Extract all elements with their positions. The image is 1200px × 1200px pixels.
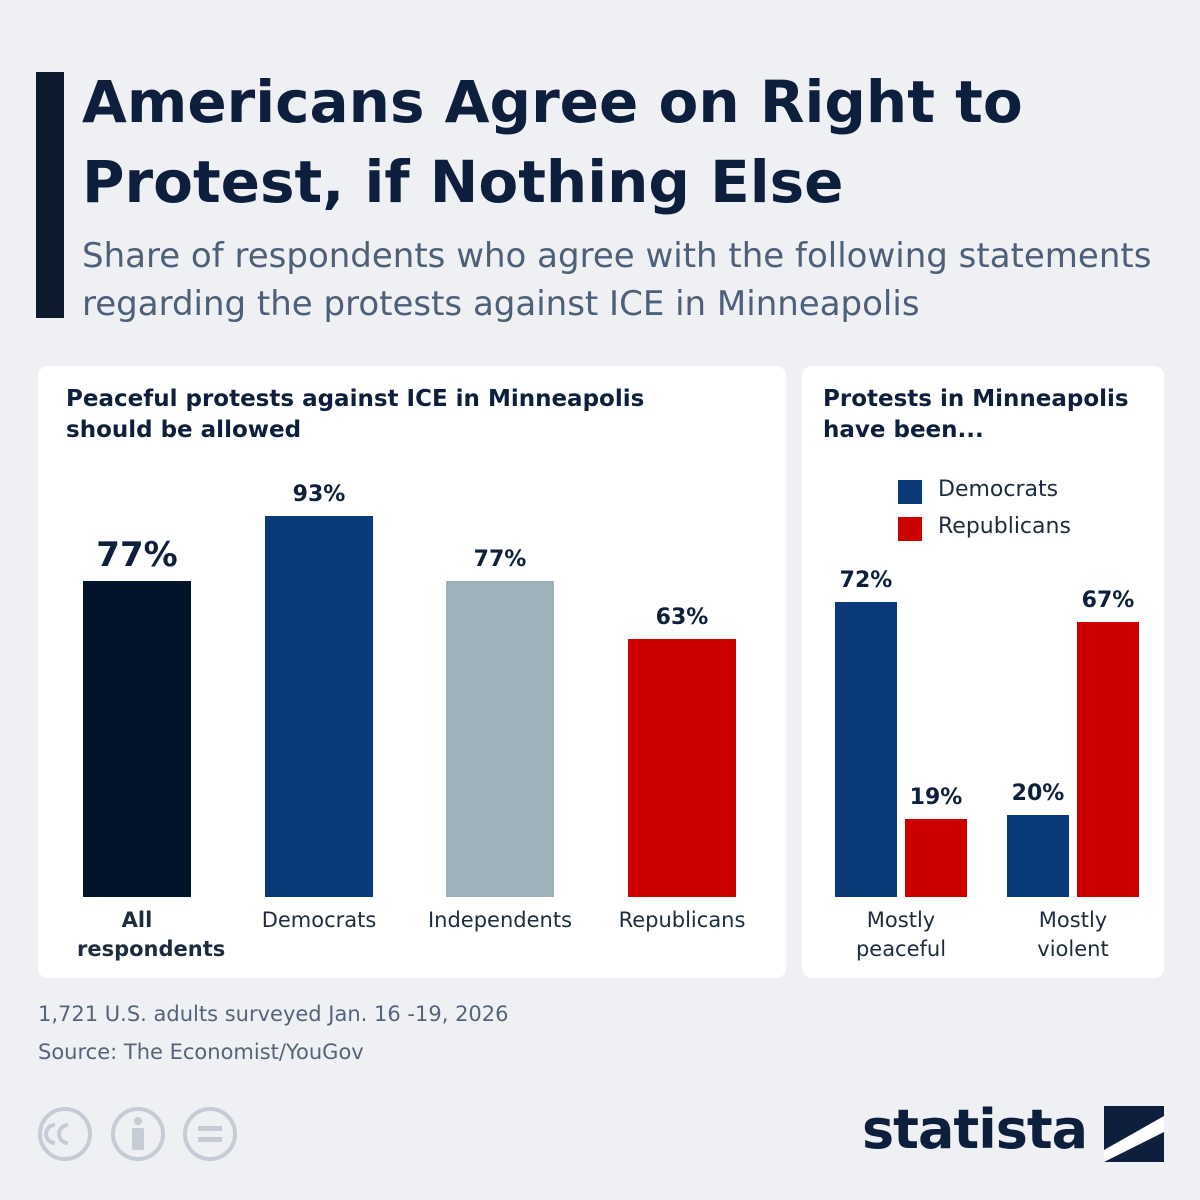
legend-label: Democrats [938,477,1059,502]
title-accent [36,72,64,318]
source: Source: The Economist/YouGov [38,1040,364,1064]
bar [446,581,554,897]
legend-swatch [898,517,922,541]
value-label: 63% [655,604,709,630]
value-label: 77% [96,535,178,576]
x-tick-label: Mostly violent [1037,908,1109,961]
value-label: 67% [1081,588,1135,614]
note: 1,721 U.S. adults surveyed Jan. 16 -19, … [38,1002,509,1026]
x-tick-label: Democrats [261,908,377,932]
x-tick-label: All respondents [77,908,226,961]
brand-logo [1104,1106,1164,1162]
bar [905,819,967,897]
license-icons [38,1107,237,1161]
legend-label: Republicans [938,514,1071,539]
value-label: 93% [292,481,346,507]
bar [628,638,736,897]
legend-swatch [898,480,922,504]
bar [265,515,373,897]
subtitle: Share of respondents who agree with the … [82,236,1152,324]
x-tick-label: Independents [427,908,573,932]
value-label: 20% [1011,781,1065,806]
bar [83,581,191,897]
bar [1077,622,1139,897]
chart-title: Peaceful protests against ICE in Minneap… [66,386,645,443]
bar [1007,815,1069,897]
x-tick-label: Republicans [618,908,746,932]
value-label: 19% [909,785,963,811]
brand: statista [862,1098,1088,1161]
value-label: 72% [839,567,893,593]
bar [835,601,897,897]
chart-title: Protests in Minneapolis have been... [823,386,1129,443]
title: Americans Agree on Right to Protest, if … [82,68,1023,216]
value-label: 77% [473,547,527,573]
x-tick-label: Mostly peaceful [855,908,947,961]
